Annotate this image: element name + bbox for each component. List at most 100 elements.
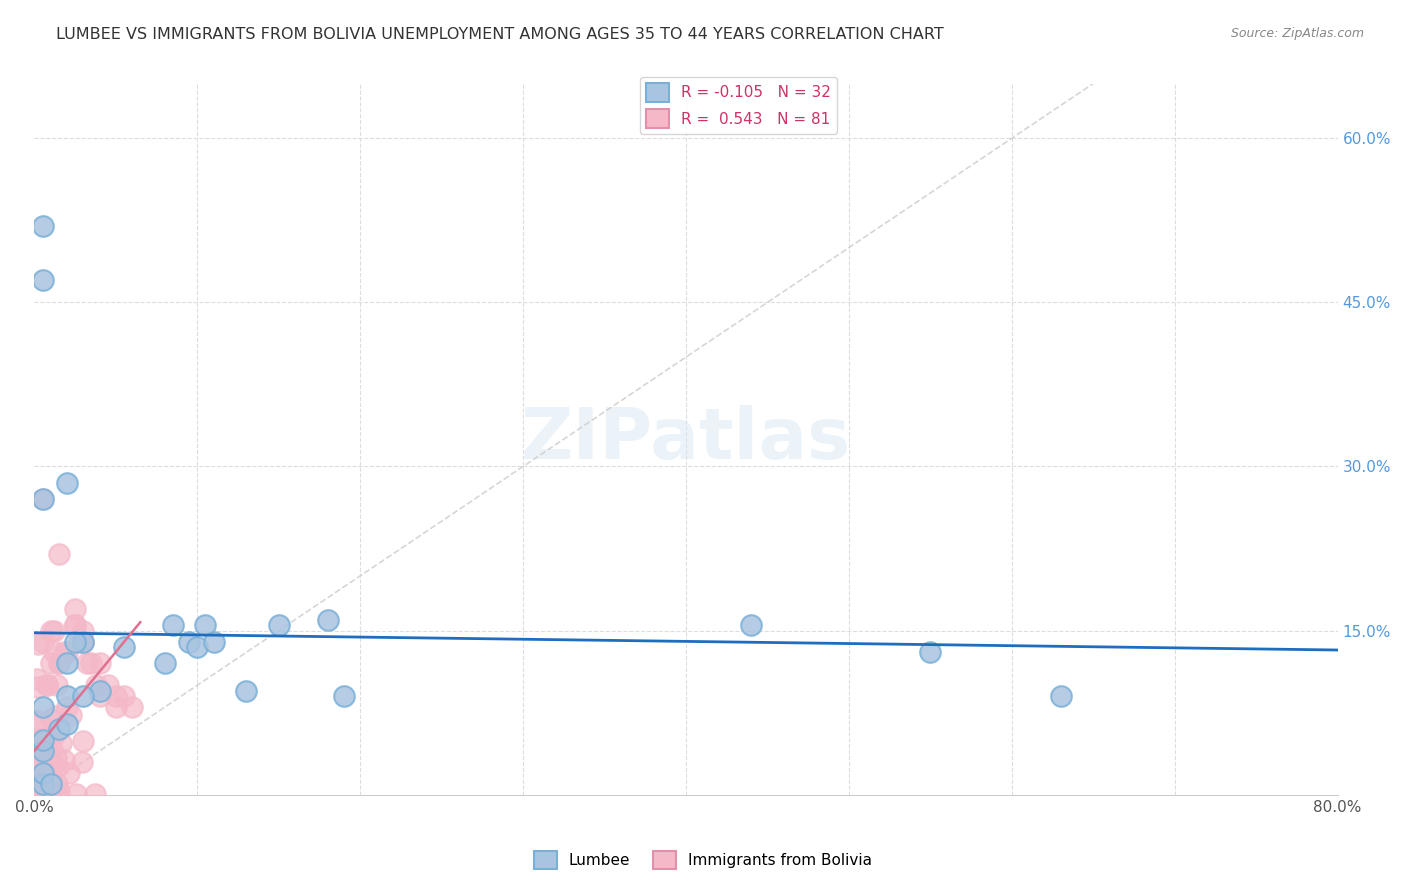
- Point: [76, 657, 98, 671]
- Point: [37, 778, 59, 792]
- Point: [25, 760, 48, 774]
- Point: [42, 624, 65, 638]
- Point: [63, 634, 86, 648]
- Point: [35, 775, 58, 789]
- Point: [39, 712, 62, 726]
- Point: [333, 690, 356, 704]
- Point: [42, 645, 65, 659]
- Point: [48, 784, 70, 798]
- Point: [920, 645, 942, 659]
- Point: [46, 777, 69, 791]
- Point: [72, 624, 94, 638]
- Point: [28, 714, 51, 728]
- Point: [37, 678, 59, 692]
- Point: [31, 219, 53, 233]
- Point: [31, 744, 53, 758]
- Point: [84, 678, 107, 692]
- Point: [42, 728, 65, 742]
- Point: [39, 624, 62, 638]
- Point: [32, 743, 55, 757]
- Point: [31, 733, 53, 747]
- Point: [52, 645, 75, 659]
- Point: [80, 657, 103, 671]
- Point: [25, 777, 48, 791]
- Point: [56, 690, 79, 704]
- Point: [46, 786, 69, 800]
- Point: [48, 657, 70, 671]
- Point: [267, 618, 290, 632]
- Point: [104, 700, 127, 714]
- Point: [31, 774, 53, 789]
- Point: [27, 782, 49, 797]
- Point: [24, 772, 46, 786]
- Point: [56, 657, 79, 671]
- Point: [84, 788, 107, 802]
- Point: [72, 690, 94, 704]
- Text: Source: ZipAtlas.com: Source: ZipAtlas.com: [1230, 27, 1364, 40]
- Point: [70, 755, 93, 769]
- Point: [31, 700, 53, 714]
- Point: [1049, 690, 1071, 704]
- Point: [112, 690, 135, 704]
- Point: [31, 732, 53, 747]
- Point: [41, 742, 63, 756]
- Point: [740, 618, 762, 632]
- Point: [28, 780, 51, 794]
- Point: [53, 752, 76, 766]
- Point: [44, 709, 66, 723]
- Point: [27, 788, 49, 802]
- Point: [89, 690, 111, 704]
- Point: [63, 618, 86, 632]
- Point: [235, 683, 257, 698]
- Point: [30, 743, 52, 757]
- Point: [58, 765, 80, 780]
- Point: [24, 714, 46, 729]
- Point: [194, 618, 217, 632]
- Point: [56, 716, 79, 731]
- Point: [34, 767, 56, 781]
- Point: [30, 783, 52, 797]
- Point: [27, 680, 49, 694]
- Point: [59, 708, 82, 723]
- Point: [28, 785, 51, 799]
- Point: [69, 634, 91, 648]
- Point: [56, 645, 79, 659]
- Point: [31, 777, 53, 791]
- Point: [48, 722, 70, 736]
- Point: [39, 777, 62, 791]
- Point: [25, 672, 48, 686]
- Point: [34, 786, 56, 800]
- Point: [31, 765, 53, 780]
- Point: [63, 618, 86, 632]
- Point: [316, 613, 339, 627]
- Point: [31, 634, 53, 648]
- Legend: R = -0.105   N = 32, R =  0.543   N = 81: R = -0.105 N = 32, R = 0.543 N = 81: [640, 77, 837, 134]
- Legend: Lumbee, Immigrants from Bolivia: Lumbee, Immigrants from Bolivia: [527, 845, 879, 875]
- Point: [89, 683, 111, 698]
- Point: [65, 787, 87, 801]
- Point: [72, 634, 94, 648]
- Point: [46, 760, 69, 774]
- Text: LUMBEE VS IMMIGRANTS FROM BOLIVIA UNEMPLOYMENT AMONG AGES 35 TO 44 YEARS CORRELA: LUMBEE VS IMMIGRANTS FROM BOLIVIA UNEMPL…: [56, 27, 943, 42]
- Point: [28, 732, 51, 747]
- Point: [45, 751, 67, 765]
- Point: [72, 634, 94, 648]
- Point: [38, 758, 60, 772]
- Point: [179, 634, 201, 648]
- Point: [56, 700, 79, 714]
- Point: [39, 657, 62, 671]
- Point: [38, 768, 60, 782]
- Point: [31, 784, 53, 798]
- Point: [34, 756, 56, 770]
- Point: [51, 736, 73, 750]
- Point: [72, 634, 94, 648]
- Point: [27, 752, 49, 766]
- Point: [48, 657, 70, 671]
- Point: [153, 657, 176, 671]
- Text: ZIPatlas: ZIPatlas: [522, 405, 851, 474]
- Point: [28, 786, 51, 800]
- Point: [31, 492, 53, 507]
- Point: [186, 640, 208, 654]
- Point: [48, 547, 70, 561]
- Point: [37, 678, 59, 692]
